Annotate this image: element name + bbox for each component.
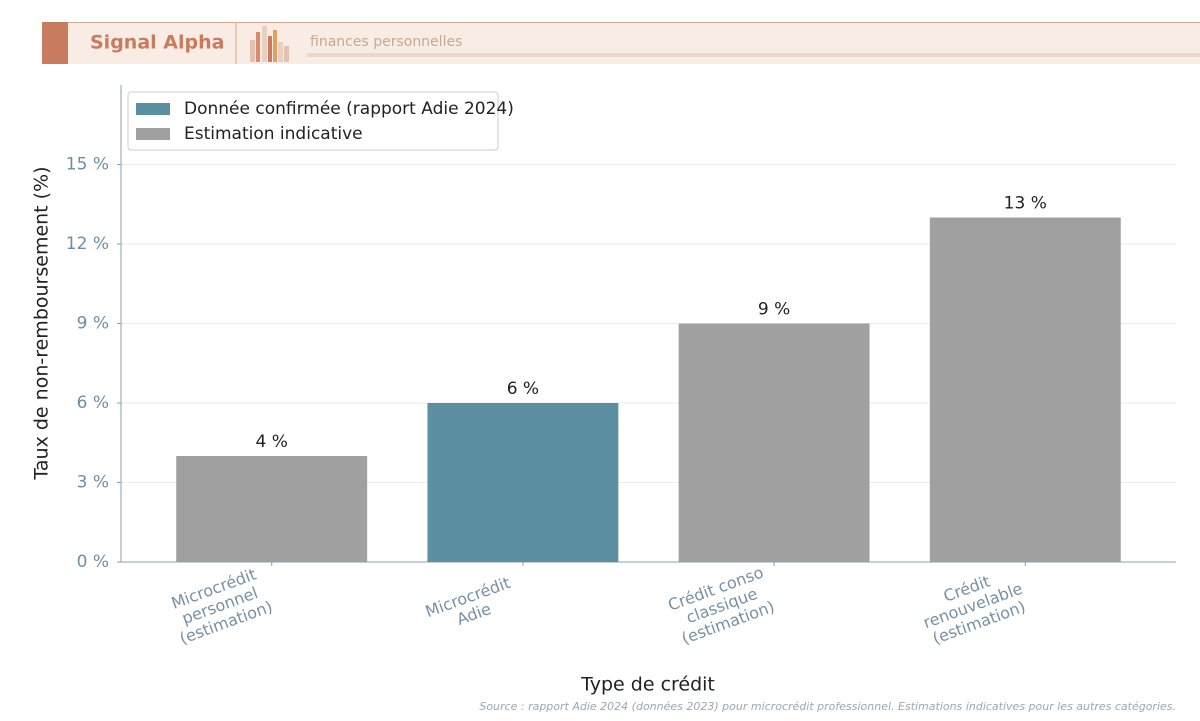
x-axis-title: Type de crédit: [580, 674, 715, 696]
legend-label: Estimation indicative: [184, 124, 363, 144]
y-tick-label: 6 %: [77, 393, 109, 413]
logo-icon: [250, 26, 289, 62]
value-label: 4 %: [256, 432, 288, 452]
y-tick-label: 0 %: [77, 552, 109, 572]
legend-label: Donnée confirmée (rapport Adie 2024): [184, 99, 514, 119]
section: finances personnelles: [310, 34, 462, 50]
value-label: 6 %: [507, 379, 539, 399]
section-rule: [307, 53, 1200, 57]
value-label: 13 %: [1004, 194, 1047, 214]
header-rule: [42, 22, 1200, 23]
bar: [678, 323, 870, 562]
legend-box: [127, 91, 499, 151]
brand: Signal Alpha: [90, 32, 224, 54]
legend-swatch: [136, 128, 170, 140]
value-label: 9 %: [758, 300, 790, 320]
y-axis-title: Taux de non-remboursement (%): [31, 166, 53, 480]
y-tick-label: 15 %: [66, 155, 109, 175]
y-tick-label: 9 %: [77, 314, 109, 334]
bar: [929, 217, 1121, 562]
source-note: Source : rapport Adie 2024 (données 2023…: [479, 700, 1176, 713]
y-tick-label: 12 %: [66, 234, 109, 254]
y-tick-label: 3 %: [77, 473, 109, 493]
bar: [427, 403, 619, 562]
legend-swatch: [136, 103, 170, 115]
bar: [176, 456, 368, 562]
brand-block: [42, 22, 68, 64]
